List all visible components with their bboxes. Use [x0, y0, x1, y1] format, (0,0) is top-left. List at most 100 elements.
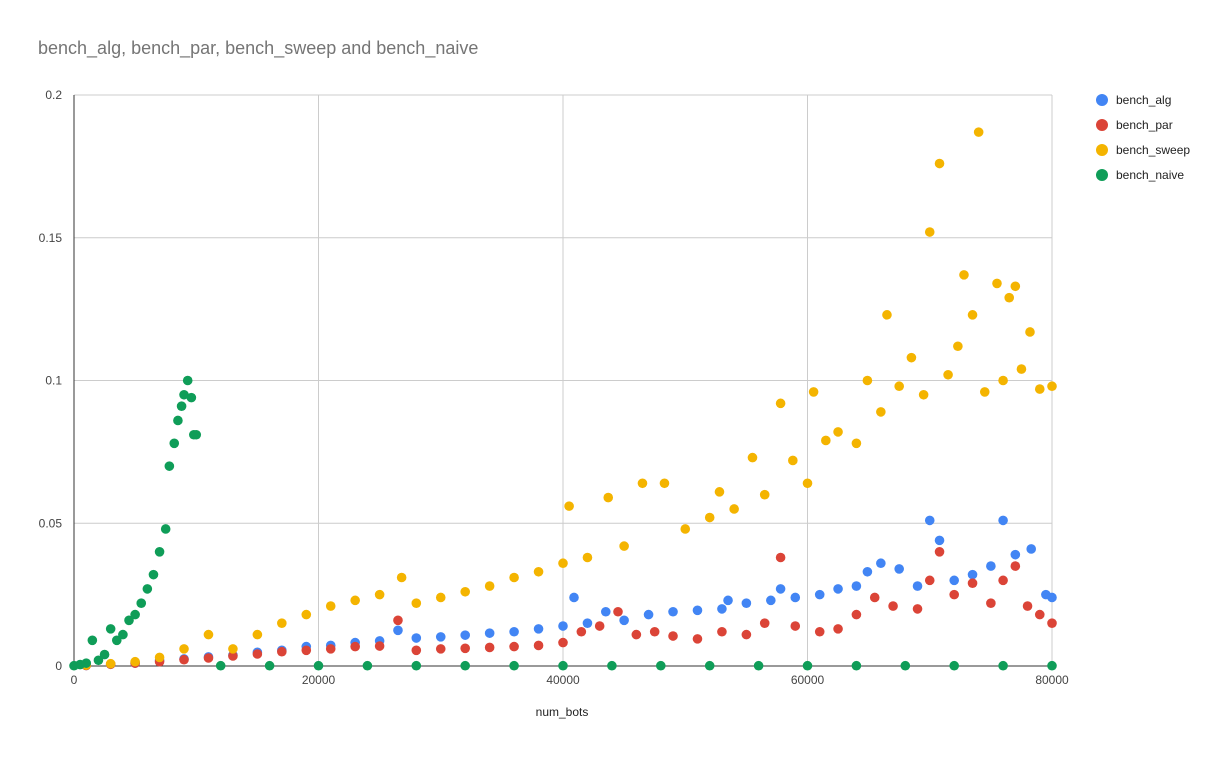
data-point [1047, 660, 1057, 671]
data-point [154, 547, 165, 557]
legend-item-bench-alg[interactable]: bench_alg [1096, 87, 1190, 112]
data-point [814, 626, 825, 637]
data-point [851, 438, 862, 449]
data-point [136, 598, 147, 608]
data-point [252, 629, 263, 640]
data-point [509, 660, 519, 671]
data-point [533, 566, 544, 577]
data-point [277, 646, 287, 657]
data-point [613, 606, 623, 617]
data-point [1047, 592, 1057, 603]
legend-marker [1096, 118, 1108, 131]
data-point [203, 653, 214, 663]
data-point [692, 605, 703, 616]
data-point [1010, 549, 1021, 560]
data-point [154, 652, 165, 663]
data-point [411, 633, 422, 643]
data-point [934, 547, 945, 557]
legend-item-bench-naive[interactable]: bench_naive [1096, 162, 1190, 187]
data-point [182, 375, 193, 386]
data-point [723, 595, 733, 606]
series-bench-alg [81, 515, 1057, 671]
data-point [396, 572, 407, 583]
data-point [821, 435, 831, 446]
data-point [851, 660, 862, 671]
y-tick-label: 0.05 [39, 516, 63, 530]
data-point [105, 658, 116, 669]
legend-label: bench_alg [1116, 92, 1172, 107]
data-point [1047, 381, 1057, 392]
data-point [704, 512, 715, 523]
legend-item-bench-par[interactable]: bench_par [1096, 112, 1190, 137]
data-point [729, 504, 739, 514]
data-point [979, 387, 990, 397]
data-point [894, 381, 904, 392]
data-point [1010, 281, 1021, 292]
data-point [313, 660, 324, 671]
data-point [301, 645, 312, 656]
data-point [105, 624, 116, 634]
data-point [1034, 609, 1045, 620]
data-point [747, 452, 758, 463]
data-point [959, 270, 969, 280]
data-point [949, 575, 959, 586]
data-point [1022, 601, 1033, 611]
data-point [790, 621, 801, 631]
data-point [203, 629, 214, 640]
x-tick-label: 0 [71, 673, 78, 687]
data-point [160, 524, 171, 534]
data-point [435, 632, 446, 642]
data-point [714, 487, 725, 497]
data-point [953, 341, 963, 352]
series-bench-sweep [81, 127, 1057, 670]
data-point [906, 352, 917, 363]
data-point [148, 569, 159, 580]
data-point [766, 595, 776, 606]
data-point [851, 609, 862, 620]
data-point [393, 615, 403, 626]
data-point [659, 478, 670, 489]
legend-marker [1096, 93, 1108, 106]
data-point [576, 626, 587, 637]
data-point [558, 660, 568, 671]
data-point [509, 572, 519, 583]
data-point [876, 407, 886, 417]
tick-labels: 0 0.05 0.1 0.15 0.2 0 20000 40000 60000 80000 [39, 88, 1069, 687]
data-point [759, 618, 770, 628]
data-point [912, 604, 923, 614]
data-point [717, 604, 727, 614]
data-point [460, 586, 471, 597]
data-point [99, 649, 110, 660]
data-point [643, 609, 654, 620]
data-point [325, 601, 336, 611]
data-point [350, 641, 360, 652]
data-point [1034, 384, 1045, 394]
data-point [179, 389, 189, 400]
data-point [111, 635, 122, 646]
data-point [680, 524, 691, 534]
data-point [631, 629, 642, 640]
legend: bench_alg bench_par bench_sweep bench_naive [1096, 87, 1190, 187]
data-point [888, 601, 898, 611]
data-point [998, 515, 1008, 526]
data-point [753, 660, 764, 671]
data-point [411, 598, 422, 608]
data-point [460, 643, 471, 654]
data-point [1016, 364, 1027, 374]
x-tick-label: 60000 [791, 673, 825, 687]
data-point [460, 630, 471, 640]
legend-item-bench-sweep[interactable]: bench_sweep [1096, 137, 1190, 162]
x-axis-label: num_bots [536, 705, 589, 719]
data-point [325, 644, 336, 654]
data-point [533, 624, 544, 634]
data-point [912, 581, 923, 591]
data-point [802, 660, 813, 671]
data-point [509, 626, 519, 637]
data-point [582, 618, 593, 628]
data-point [533, 640, 544, 651]
data-point [967, 310, 978, 320]
data-point [564, 501, 574, 511]
data-point [704, 660, 715, 671]
data-point [668, 606, 678, 617]
data-point [600, 606, 611, 617]
